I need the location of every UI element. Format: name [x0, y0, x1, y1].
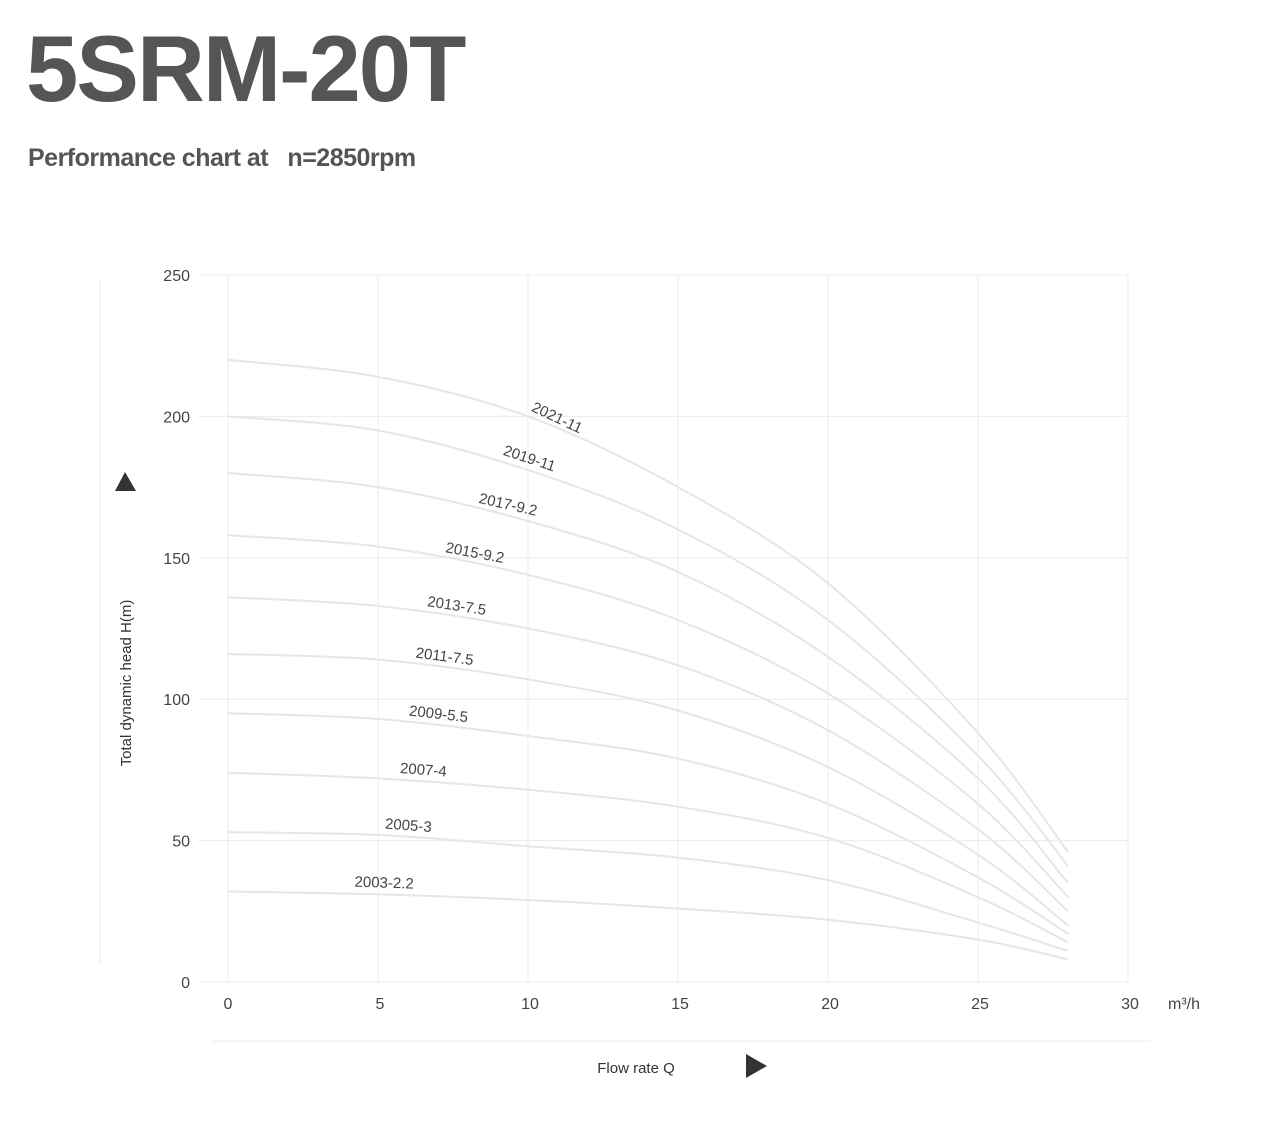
y-tick-label: 150 — [163, 551, 190, 568]
page-subtitle: Performance chart at n=2850rpm — [28, 144, 416, 172]
curve-label: 2003-2.2 — [354, 874, 414, 893]
y-tick-label: 100 — [163, 692, 190, 709]
curve-2005-3 — [227, 831, 1069, 952]
curve-label: 2007-4 — [399, 760, 447, 780]
y-tick-labels: 0 50 100 150 200 250 — [163, 268, 190, 992]
curve-2011-7.5 — [227, 653, 1069, 927]
x-tick-label: 20 — [821, 996, 839, 1013]
x-tick-label: 25 — [971, 996, 989, 1013]
x-tick-label: 5 — [376, 996, 385, 1013]
x-tick-label: 10 — [521, 996, 539, 1013]
page-title: 5SRM-20T — [26, 16, 466, 121]
y-tick-label: 200 — [163, 409, 190, 426]
x-tick-labels: 0 5 10 15 20 25 30 — [224, 996, 1139, 1013]
curve-label: 2011-7.5 — [415, 645, 475, 669]
curve-labels: 2003-2.22005-32007-42009-5.52011-7.52013… — [354, 399, 585, 893]
y-axis-title: Total dynamic head H(m) — [118, 600, 135, 767]
performance-curves — [227, 358, 1069, 961]
curve-2009-5.5 — [227, 712, 1069, 935]
x-tick-label: 15 — [671, 996, 689, 1013]
curve-2007-4 — [227, 771, 1069, 944]
y-axis-arrow-icon — [115, 472, 136, 491]
curve-label: 2009-5.5 — [408, 703, 469, 727]
curve-2013-7.5 — [227, 596, 1069, 913]
y-tick-label: 250 — [163, 268, 190, 285]
curve-2019-11 — [227, 415, 1069, 867]
curve-2015-9.2 — [227, 534, 1069, 898]
grid — [198, 274, 1129, 983]
x-tick-label: 30 — [1121, 996, 1139, 1013]
curve-2021-11 — [227, 358, 1069, 853]
x-axis-title: Flow rate Q — [597, 1060, 675, 1077]
x-axis-unit: m³/h — [1168, 996, 1200, 1013]
curve-label: 2005-3 — [384, 815, 432, 835]
curve-2003-2.2 — [227, 890, 1069, 961]
curve-2017-9.2 — [227, 472, 1069, 884]
x-axis-arrow-icon — [746, 1054, 767, 1078]
curve-label: 2021-11 — [529, 399, 585, 437]
y-tick-label: 50 — [172, 834, 190, 851]
y-tick-label: 0 — [181, 975, 190, 992]
x-tick-label: 0 — [224, 996, 233, 1013]
